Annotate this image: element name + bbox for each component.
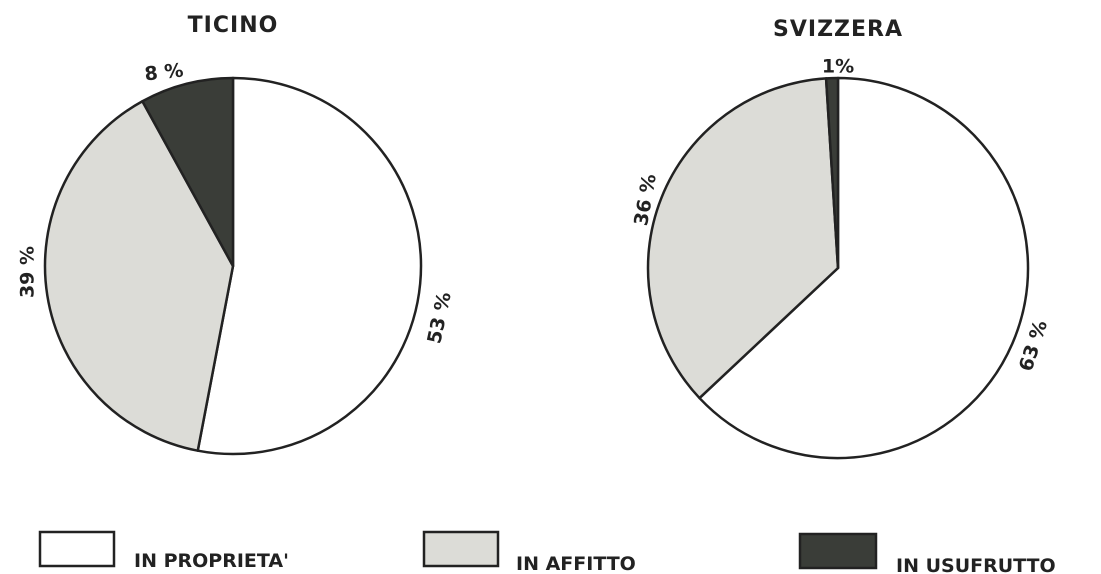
pie-slice-ticino-in-affitto: [43, 100, 235, 452]
pie-slice-svizzera-in-usufrutto: [824, 76, 840, 270]
pie-svizzera: SVIZZERA 63 % 36 % 1%: [630, 17, 1052, 460]
pie-slice-ticino-in-usufrutto: [141, 76, 235, 268]
pie-slice-svizzera-in-affitto: [646, 77, 840, 400]
legend-swatch-usufrutto: [798, 532, 878, 570]
legend-label-affitto: IN AFFITTO: [516, 553, 636, 574]
chart-title-ticino: TICINO: [188, 13, 279, 38]
legend-swatch-proprieta: [38, 530, 116, 568]
pie-ticino: TICINO 53 % 39 % 8 %: [17, 13, 456, 456]
legend-swatch-affitto: [422, 530, 500, 568]
slice-label-ticino-proprieta: 53 %: [423, 290, 455, 346]
slice-label-ticino-affitto: 39 %: [17, 246, 39, 298]
legend-label-proprieta: IN PROPRIETA': [134, 550, 289, 572]
legend: IN PROPRIETA' IN AFFITTO IN USUFRUTTO: [38, 530, 1056, 574]
pie-slice-ticino-in-proprieta: [196, 76, 423, 456]
slice-label-ticino-usufrutto: 8 %: [143, 60, 184, 86]
chart-title-svizzera: SVIZZERA: [773, 17, 903, 42]
slice-label-svizzera-proprieta: 63 %: [1015, 318, 1052, 374]
slice-label-svizzera-usufrutto: 1%: [822, 56, 854, 78]
legend-label-usufrutto: IN USUFRUTTO: [896, 555, 1056, 574]
pie-slice-svizzera-in-proprieta: [698, 76, 1030, 460]
